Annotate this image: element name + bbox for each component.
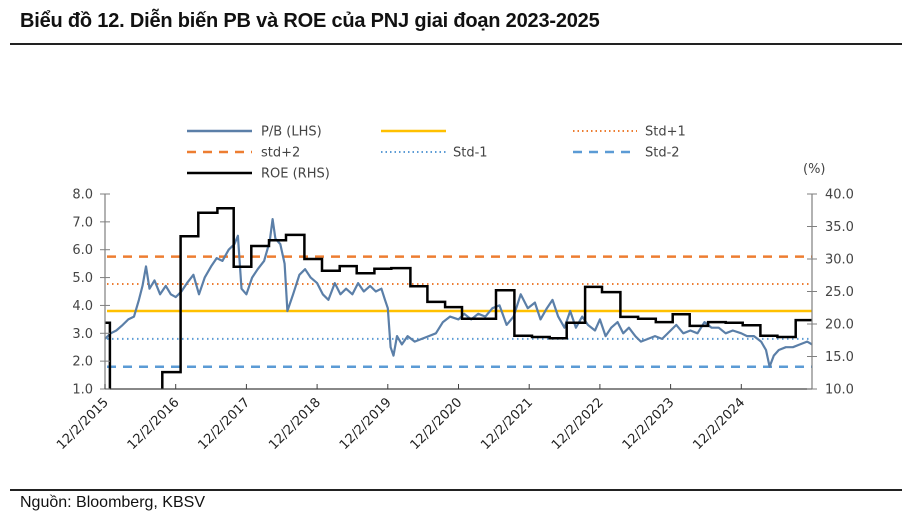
source-note: Nguồn: Bloomberg, KBSV — [20, 494, 205, 511]
legend-label-std-plus1: Std+1 — [645, 125, 686, 140]
left-axis-tick-label: 1.0 — [72, 383, 93, 398]
left-axis-tick-label: 5.0 — [72, 271, 93, 286]
right-axis-tick-label: 40.0 — [825, 188, 854, 203]
roe-step-line — [105, 207, 812, 389]
right-axis-tick-label: 20.0 — [825, 318, 854, 333]
left-axis-tick-label: 6.0 — [72, 243, 93, 258]
title-rule — [10, 43, 902, 45]
legend-label-std-minus2: Std-2 — [645, 146, 680, 161]
legend-label-std-plus2: std+2 — [261, 146, 300, 161]
x-axis-tick-label: 12/2/2016 — [125, 395, 183, 453]
axes-group: 8.0 7.0 6.0 5.0 4.0 3.0 2.0 1.0 40.0 35.0 30.0 25.0… — [54, 188, 854, 453]
legend-label-std-minus1: Std-1 — [453, 146, 488, 161]
x-axis-tick-label: 12/2/2017 — [195, 395, 253, 453]
right-axis-tick-label: 15.0 — [825, 350, 854, 365]
x-axis-tick-label: 12/2/2020 — [408, 395, 466, 453]
legend-label-roe: ROE (RHS) — [261, 167, 330, 182]
x-axis-tick-label: 12/2/2024 — [690, 395, 748, 453]
left-axis-tick-label: 7.0 — [72, 215, 93, 230]
left-axis-tick-label: 3.0 — [72, 327, 93, 342]
x-axis-tick-label: 12/2/2021 — [478, 395, 536, 453]
x-axis-tick-label: 12/2/2015 — [54, 395, 112, 453]
x-axis-tick-label: 12/2/2019 — [337, 395, 395, 453]
source-rule — [10, 489, 902, 491]
pb-line — [105, 218, 812, 368]
x-axis-tick-label: 12/2/2022 — [549, 395, 607, 453]
right-axis-tick-label: 25.0 — [825, 285, 854, 300]
right-axis-tick-label: 30.0 — [825, 253, 854, 268]
legend: P/B (LHS) Std+1 std+2 Std-1 Std-2 ROE (R… — [187, 125, 686, 182]
left-axis-tick-label: 4.0 — [72, 299, 93, 314]
x-axis-tick-label: 12/2/2018 — [266, 395, 324, 453]
left-axis-tick-label: 8.0 — [72, 188, 93, 203]
reference-lines — [107, 255, 812, 368]
right-axis-tick-label: 10.0 — [825, 383, 854, 398]
right-axis-unit: (%) — [803, 162, 826, 177]
right-axis-tick-label: 35.0 — [825, 220, 854, 235]
left-axis-tick-label: 2.0 — [72, 355, 93, 370]
series-group — [105, 207, 812, 389]
x-axis-tick-label: 12/2/2023 — [620, 395, 678, 453]
chart-title: Biểu đồ 12. Diễn biến PB và ROE của PNJ … — [20, 10, 600, 32]
legend-label-pb: P/B (LHS) — [261, 125, 322, 140]
